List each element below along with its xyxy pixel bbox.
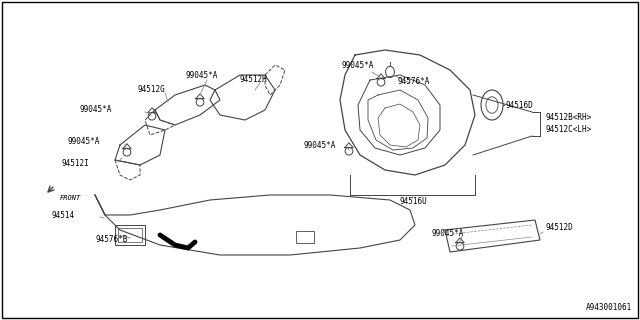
Text: 94512C<LH>: 94512C<LH> [545, 125, 591, 134]
Text: 94576*A: 94576*A [397, 77, 429, 86]
Text: 99045*A: 99045*A [80, 105, 113, 114]
Text: FRONT: FRONT [60, 195, 81, 201]
Bar [115, 225, 145, 245]
Text: 94512B<RH>: 94512B<RH> [545, 114, 591, 123]
Text: 99045*A: 99045*A [432, 229, 465, 238]
Text: A943001061: A943001061 [586, 303, 632, 312]
Bar [118, 228, 142, 242]
Text: 94516U: 94516U [400, 197, 428, 206]
Text: 99045*A: 99045*A [303, 140, 335, 149]
Text: 94512G: 94512G [138, 85, 166, 94]
Text: 94512I: 94512I [62, 158, 90, 167]
Bar [296, 231, 314, 243]
Text: 94576*B: 94576*B [95, 236, 127, 244]
Text: 99045*A: 99045*A [342, 60, 374, 69]
Text: 94512D: 94512D [545, 223, 573, 233]
Text: 99045*A: 99045*A [68, 137, 100, 146]
Text: 94514: 94514 [52, 212, 75, 220]
Text: 94512H: 94512H [240, 75, 268, 84]
Text: 94516D: 94516D [506, 100, 534, 109]
Text: 99045*A: 99045*A [185, 71, 218, 81]
